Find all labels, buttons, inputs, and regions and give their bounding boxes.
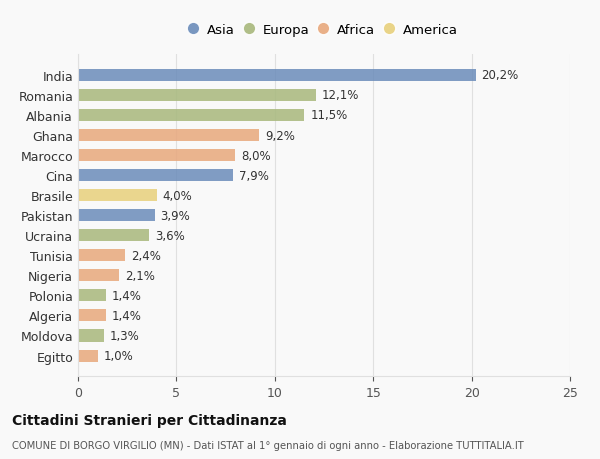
- Bar: [78, 250, 125, 262]
- Text: 7,9%: 7,9%: [239, 169, 269, 182]
- Text: 1,0%: 1,0%: [104, 349, 133, 362]
- Bar: [78, 70, 476, 82]
- Bar: [78, 170, 233, 182]
- Text: 1,4%: 1,4%: [112, 309, 142, 322]
- Text: 8,0%: 8,0%: [241, 149, 271, 162]
- Bar: [78, 130, 259, 142]
- Legend: Asia, Europa, Africa, America: Asia, Europa, Africa, America: [186, 20, 462, 41]
- Bar: [78, 210, 155, 222]
- Text: 2,1%: 2,1%: [125, 269, 155, 282]
- Bar: [78, 150, 235, 162]
- Text: Cittadini Stranieri per Cittadinanza: Cittadini Stranieri per Cittadinanza: [12, 413, 287, 427]
- Text: 9,2%: 9,2%: [265, 129, 295, 142]
- Bar: [78, 190, 157, 202]
- Bar: [78, 290, 106, 302]
- Text: 1,4%: 1,4%: [112, 289, 142, 302]
- Text: 3,9%: 3,9%: [161, 209, 190, 222]
- Bar: [78, 270, 119, 282]
- Bar: [78, 90, 316, 102]
- Bar: [78, 310, 106, 322]
- Text: 20,2%: 20,2%: [481, 69, 518, 82]
- Bar: [78, 230, 149, 242]
- Text: 12,1%: 12,1%: [322, 89, 359, 102]
- Text: 4,0%: 4,0%: [163, 189, 193, 202]
- Text: 2,4%: 2,4%: [131, 249, 161, 262]
- Bar: [78, 330, 104, 342]
- Text: 1,3%: 1,3%: [109, 329, 139, 342]
- Text: COMUNE DI BORGO VIRGILIO (MN) - Dati ISTAT al 1° gennaio di ogni anno - Elaboraz: COMUNE DI BORGO VIRGILIO (MN) - Dati IST…: [12, 440, 524, 450]
- Bar: [78, 110, 304, 122]
- Bar: [78, 350, 98, 362]
- Text: 11,5%: 11,5%: [310, 109, 347, 122]
- Text: 3,6%: 3,6%: [155, 229, 185, 242]
